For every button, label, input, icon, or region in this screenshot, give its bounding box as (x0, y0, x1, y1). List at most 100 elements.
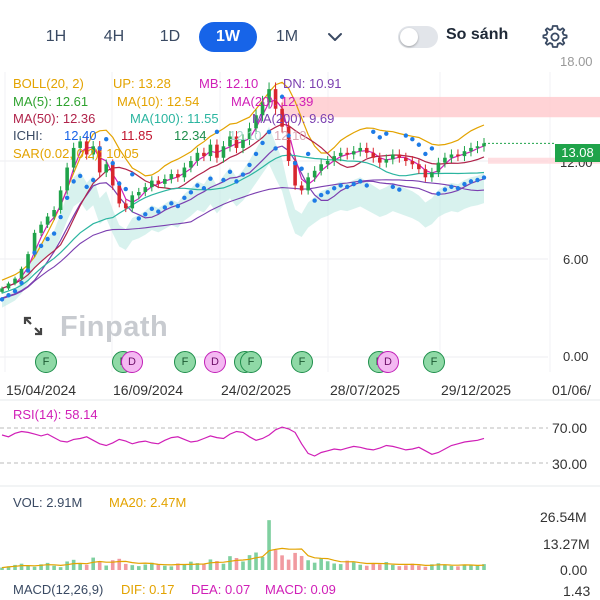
sar-dot (182, 195, 187, 201)
event-marker-d[interactable]: D (377, 351, 399, 373)
candle-body (273, 89, 278, 109)
sar-dot (240, 172, 246, 177)
volume-bar (358, 564, 363, 570)
volume-bar (39, 564, 43, 570)
date-tick-2: 16/09/2024 (113, 382, 184, 398)
volume-bar (325, 561, 330, 570)
event-marker-f[interactable]: F (291, 351, 313, 373)
candle-body (6, 283, 11, 289)
volume-bar (117, 558, 122, 570)
event-marker-f[interactable]: F (423, 351, 445, 373)
sar-dot (299, 166, 304, 171)
compare-toggle[interactable] (398, 26, 438, 48)
candle-body (13, 278, 17, 284)
ichi-value-5: 12.10 (274, 128, 307, 143)
timeframe-4h-button[interactable]: 4H (103, 28, 125, 45)
candle-body (430, 172, 434, 178)
candle-body (39, 224, 43, 233)
volume-bar (32, 566, 37, 570)
event-marker-f[interactable]: F (240, 351, 262, 373)
rsi-tick-30: 30.00 (552, 456, 588, 472)
volume-bar (338, 564, 343, 570)
candle-body (358, 147, 363, 152)
volume-bar (319, 558, 323, 570)
volume-bar (110, 560, 115, 570)
candle-body (176, 174, 180, 178)
timeframe-toolbar: 1H 4H 1D 1W 1M So sánh (0, 0, 600, 72)
sar-dot (71, 179, 76, 184)
candle-body (26, 254, 30, 269)
volume-bar (410, 563, 415, 570)
sar-dot (149, 206, 155, 212)
sar-label: SAR(0.02, 0.2): 10.05 (13, 146, 139, 161)
stock-chart[interactable] (0, 72, 600, 600)
timeframe-1w-button[interactable]: 1W (199, 22, 257, 52)
candle-body (104, 164, 109, 173)
sar-dot (318, 192, 324, 198)
sar-dot (221, 177, 226, 183)
ichi-label: ICHI: (13, 128, 43, 143)
volume-bar (84, 564, 89, 570)
volume-bar (156, 564, 161, 570)
event-marker-d[interactable]: D (204, 351, 226, 373)
volume-bar (26, 565, 30, 570)
volume-bar (52, 565, 56, 570)
volume-bar (377, 564, 382, 570)
volume-bar (241, 561, 245, 570)
sar-dot (364, 183, 369, 188)
candle-body (110, 164, 115, 186)
timeframe-1m-button[interactable]: 1M (275, 28, 299, 45)
timeframe-1h-button[interactable]: 1H (45, 28, 67, 45)
ma200-label: MA(200): 9.69 (252, 111, 335, 126)
sar-dot (305, 151, 311, 157)
sar-dot (104, 137, 109, 142)
volume-bar (58, 567, 63, 570)
volume-bar (143, 564, 148, 570)
candle-body (364, 147, 369, 153)
sar-dot (423, 151, 428, 157)
timeframe-1d-button[interactable]: 1D (159, 28, 181, 45)
volume-bar (482, 564, 486, 570)
expand-icon[interactable] (22, 315, 44, 337)
rsi-tick-70: 70.00 (552, 420, 588, 436)
sar-dot (136, 216, 141, 221)
gear-icon[interactable] (541, 23, 569, 51)
candle-body (84, 141, 89, 155)
sar-dot (345, 184, 350, 190)
sar-dot (449, 184, 454, 190)
candle-body (189, 161, 193, 168)
last-price-tag: 13.08 (555, 144, 600, 162)
volume-bar (71, 559, 76, 570)
volume-bar (91, 557, 95, 570)
volume-bar (221, 563, 226, 570)
event-marker-f[interactable]: F (174, 351, 196, 373)
candle-body (384, 159, 389, 163)
candle-body (156, 180, 161, 184)
candle-body (241, 139, 245, 148)
sar-dot (188, 190, 194, 195)
vol-tick-max: 26.54M (540, 509, 587, 525)
volume-bar (404, 565, 408, 570)
event-marker-d[interactable]: D (121, 351, 143, 373)
candle-body (410, 161, 415, 165)
ma10-label: MA(10): 12.54 (117, 94, 200, 109)
macd-label: MACD(12,26,9) (13, 582, 104, 597)
volume-bar (208, 559, 213, 570)
event-marker-f[interactable]: F (35, 351, 57, 373)
candle-body (332, 156, 336, 161)
candle-body (195, 152, 200, 161)
date-tick-1: 15/04/2024 (6, 382, 77, 398)
sar-dot (455, 186, 461, 191)
sar-dot (97, 146, 102, 151)
sar-dot (38, 243, 44, 249)
vol-label: VOL: 2.91M (13, 495, 83, 510)
volume-bar (228, 556, 232, 570)
candle-body (143, 187, 148, 193)
sar-dot (45, 236, 50, 242)
chevron-down-icon[interactable] (324, 26, 346, 48)
sar-dot (325, 190, 330, 195)
volume-bar (280, 555, 284, 570)
price-tick-6: 6.00 (563, 252, 589, 267)
volume-bar (104, 565, 109, 570)
macd-value-label: MACD: 0.09 (265, 582, 336, 597)
